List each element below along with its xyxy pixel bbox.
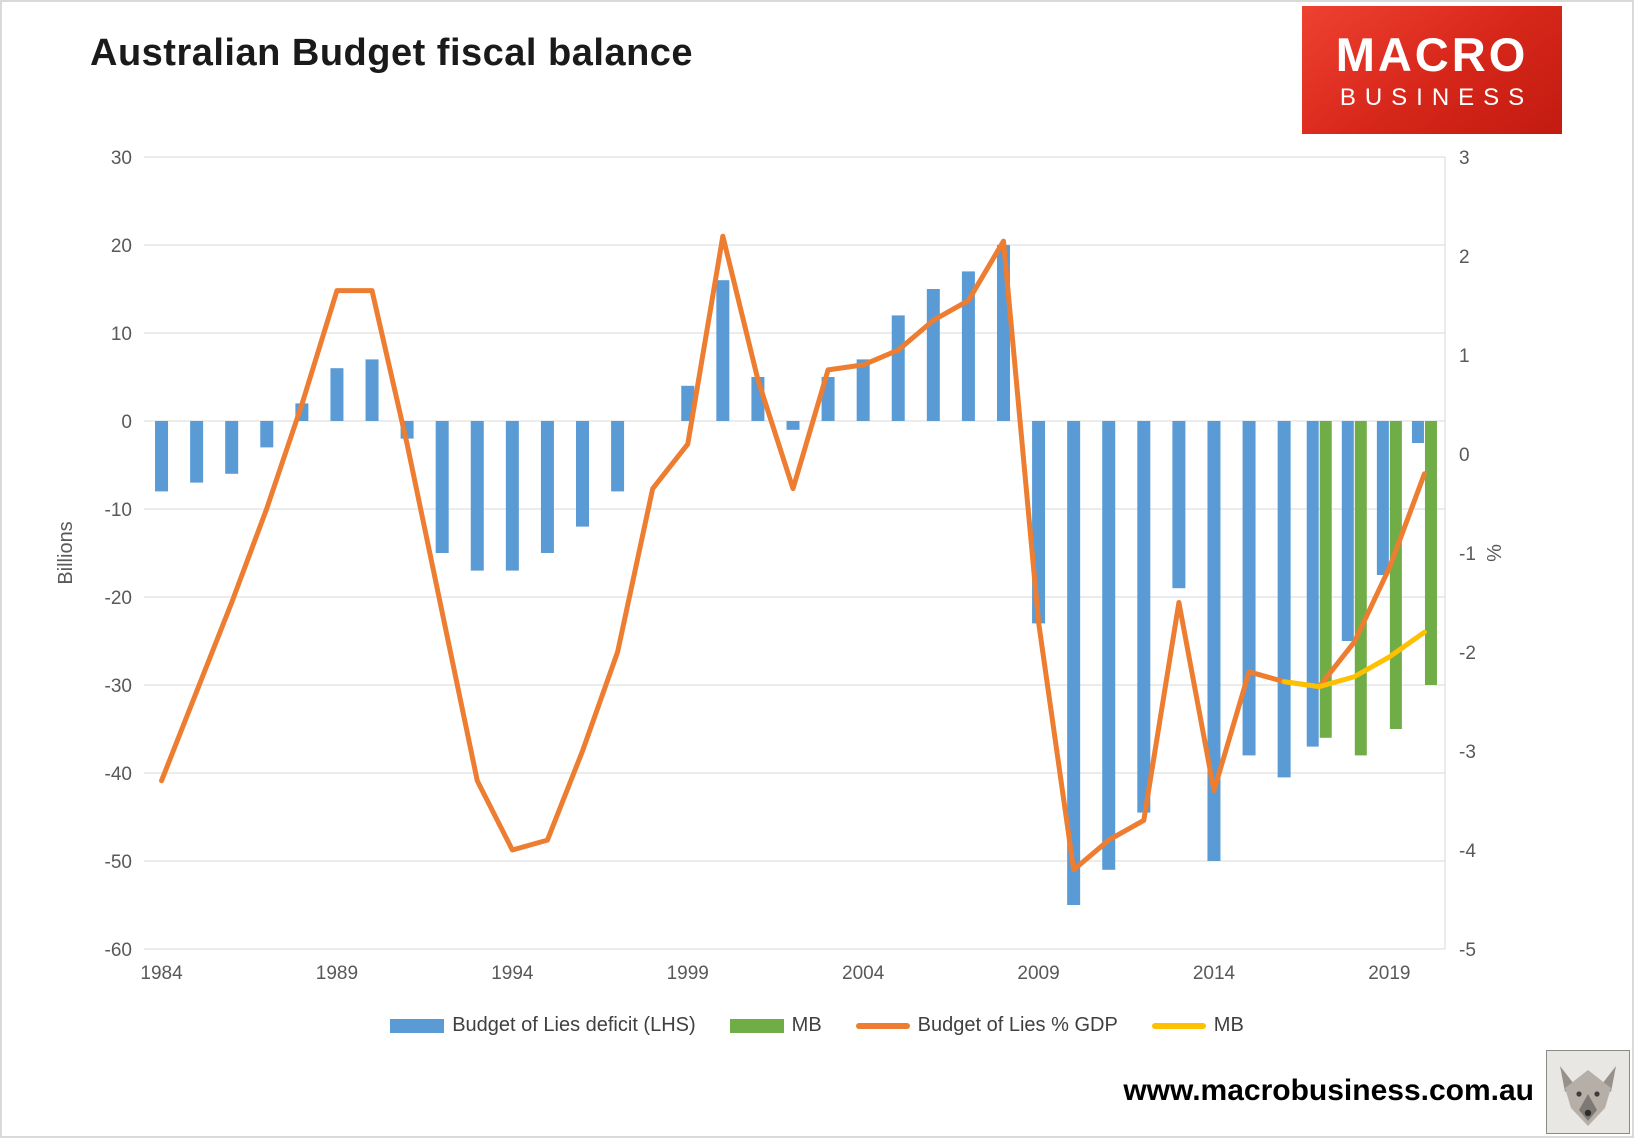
bar-budget-deficit bbox=[260, 421, 274, 448]
bar-budget-deficit bbox=[1242, 421, 1256, 756]
right-axis-tick-label: 1 bbox=[1459, 346, 1470, 367]
x-axis-tick-label: 1989 bbox=[316, 963, 358, 984]
legend-item: Budget of Lies % GDP bbox=[855, 1014, 1118, 1037]
right-axis-title: % bbox=[1484, 544, 1506, 562]
fiscal-balance-chart: 3020100-10-20-30-40-50-603210-1-2-3-4-51… bbox=[55, 148, 1506, 984]
bar-budget-deficit bbox=[1341, 421, 1354, 641]
bar-budget-deficit bbox=[365, 359, 379, 421]
legend-label: MB bbox=[791, 1014, 822, 1036]
line-mb-pct-gdp bbox=[1281, 629, 1427, 690]
left-axis-tick-label: -60 bbox=[105, 940, 132, 961]
left-axis-tick-label: 30 bbox=[111, 148, 132, 169]
bar-budget-deficit bbox=[1376, 421, 1389, 575]
x-axis-tick-label: 2014 bbox=[1193, 963, 1236, 984]
x-axis-tick-label: 2019 bbox=[1368, 963, 1410, 984]
bar-budget-deficit bbox=[505, 421, 519, 571]
bar-budget-deficit bbox=[1207, 421, 1221, 861]
legend-swatch-line bbox=[855, 1022, 910, 1029]
bar-budget-deficit bbox=[1137, 421, 1151, 813]
bar-budget-deficit bbox=[1306, 421, 1319, 747]
right-axis-tick-label: -4 bbox=[1459, 841, 1476, 862]
bar-budget-deficit bbox=[891, 315, 905, 421]
bar-budget-deficit bbox=[1067, 421, 1081, 905]
line-budget-pct-gdp bbox=[159, 233, 1427, 873]
bar-budget-deficit bbox=[330, 368, 344, 421]
right-axis-tick-label: -2 bbox=[1459, 643, 1476, 664]
legend-label: MB bbox=[1213, 1014, 1244, 1036]
legend-item: Budget of Lies deficit (LHS) bbox=[390, 1014, 696, 1037]
bar-budget-deficit bbox=[716, 280, 730, 421]
x-axis-tick-label: 1999 bbox=[667, 963, 709, 984]
legend-item: MB bbox=[729, 1014, 822, 1037]
bar-mb-forecast bbox=[1319, 421, 1332, 738]
x-axis-tick-label: 2009 bbox=[1017, 963, 1059, 984]
bar-mb-forecast bbox=[1354, 421, 1367, 756]
bar-budget-deficit bbox=[611, 421, 625, 492]
left-axis-tick-label: 10 bbox=[111, 324, 132, 345]
legend-swatch-line bbox=[1151, 1022, 1206, 1029]
macrobusiness-logo: MACRO BUSINESS bbox=[1302, 6, 1562, 134]
bar-budget-deficit bbox=[1102, 421, 1116, 870]
site-url: www.macrobusiness.com.au bbox=[1123, 1074, 1534, 1107]
legend-swatch-bar bbox=[390, 1018, 445, 1033]
right-axis-tick-label: 3 bbox=[1459, 148, 1470, 169]
left-axis-tick-label: -40 bbox=[105, 764, 132, 785]
bar-budget-deficit bbox=[961, 271, 975, 421]
logo-text-business: BUSINESS bbox=[1339, 83, 1534, 111]
bar-budget-deficit bbox=[1172, 421, 1186, 589]
legend-label: Budget of Lies % GDP bbox=[917, 1014, 1118, 1036]
bar-budget-deficit bbox=[540, 421, 554, 553]
left-axis-tick-label: 0 bbox=[121, 412, 132, 433]
bar-budget-deficit bbox=[470, 421, 484, 571]
legend-item: MB bbox=[1151, 1014, 1244, 1037]
right-axis-tick-label: -5 bbox=[1459, 940, 1476, 961]
left-axis-tick-label: 20 bbox=[111, 236, 132, 257]
right-axis-tick-label: 0 bbox=[1459, 445, 1470, 466]
x-axis-tick-label: 1994 bbox=[491, 963, 534, 984]
bar-budget-deficit bbox=[435, 421, 449, 553]
right-axis-tick-label: 2 bbox=[1459, 247, 1470, 268]
right-axis-tick-label: -1 bbox=[1459, 544, 1476, 565]
bar-budget-deficit bbox=[856, 359, 870, 421]
bar-budget-deficit bbox=[1277, 421, 1291, 778]
bar-budget-deficit bbox=[786, 421, 800, 430]
logo-text-macro: MACRO bbox=[1335, 27, 1529, 81]
left-axis-tick-label: -10 bbox=[105, 500, 132, 521]
bar-mb-forecast bbox=[1424, 421, 1437, 685]
bar-budget-deficit bbox=[190, 421, 204, 483]
bar-budget-deficit bbox=[926, 289, 940, 421]
bar-budget-deficit bbox=[225, 421, 239, 474]
left-axis-tick-label: -30 bbox=[105, 676, 132, 697]
right-axis-tick-label: -3 bbox=[1459, 742, 1476, 763]
x-axis-tick-label: 1984 bbox=[140, 963, 183, 984]
left-axis-tick-label: -20 bbox=[105, 588, 132, 609]
left-axis-tick-label: -50 bbox=[105, 852, 132, 873]
bar-budget-deficit bbox=[576, 421, 590, 527]
x-axis-tick-label: 2004 bbox=[842, 963, 885, 984]
wolf-logo-icon bbox=[1546, 1050, 1630, 1134]
chart-legend: Budget of Lies deficit (LHS) MB Budget of … bbox=[2, 1014, 1632, 1037]
bar-budget-deficit bbox=[1411, 421, 1424, 443]
bar-budget-deficit bbox=[155, 421, 169, 492]
legend-label: Budget of Lies deficit (LHS) bbox=[452, 1014, 696, 1036]
legend-swatch-bar bbox=[729, 1018, 784, 1033]
left-axis-title: Billions bbox=[55, 521, 77, 584]
chart-title: Australian Budget fiscal balance bbox=[90, 32, 694, 74]
bar-mb-forecast bbox=[1389, 421, 1402, 729]
